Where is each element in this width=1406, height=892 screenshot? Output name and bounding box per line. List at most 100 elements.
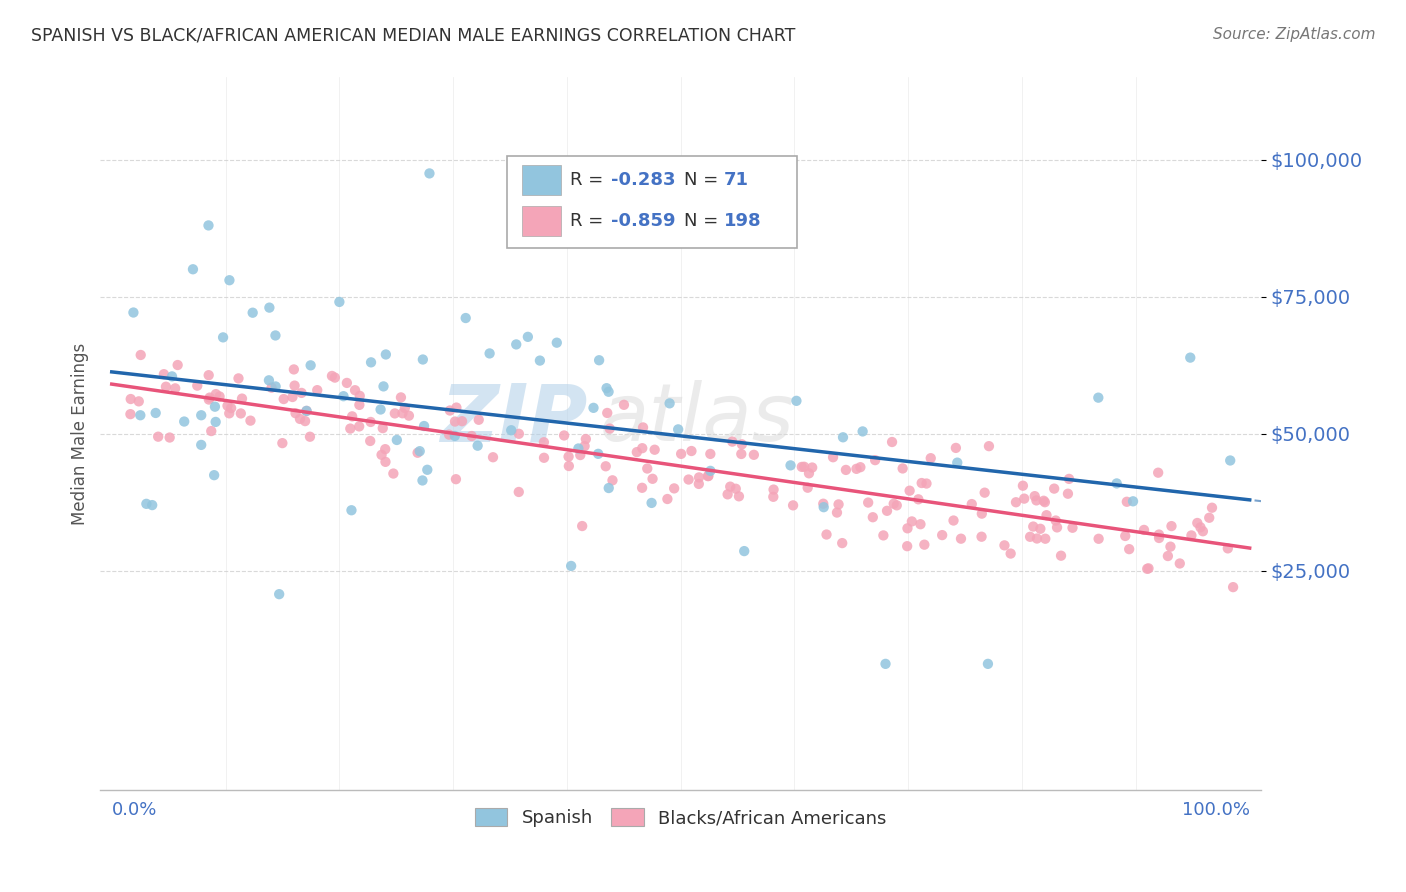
Point <box>418 166 440 180</box>
Point <box>801 460 824 475</box>
Point <box>281 390 304 404</box>
Point <box>398 409 420 423</box>
Text: -0.283: -0.283 <box>612 171 675 189</box>
Point <box>595 459 617 474</box>
Point <box>724 482 747 496</box>
Point <box>949 532 972 546</box>
Point <box>284 378 307 392</box>
Point <box>644 442 666 457</box>
Point <box>910 517 932 532</box>
Point <box>264 328 287 343</box>
Point <box>1087 391 1109 405</box>
Point <box>574 439 596 453</box>
Point <box>141 498 163 512</box>
Point <box>1045 514 1067 528</box>
Point <box>202 468 225 483</box>
Point <box>813 497 835 511</box>
Point <box>391 406 413 420</box>
Point <box>1133 523 1156 537</box>
Point <box>389 391 412 405</box>
Point <box>970 507 993 521</box>
Point <box>173 415 195 429</box>
Point <box>204 400 226 414</box>
Point <box>613 398 636 412</box>
Point <box>340 409 363 424</box>
Point <box>1115 495 1137 509</box>
Point <box>374 442 396 457</box>
Point <box>218 406 240 420</box>
Point <box>790 459 813 474</box>
Point <box>294 414 316 428</box>
Point <box>349 398 371 412</box>
Point <box>856 495 879 509</box>
Point <box>598 384 620 399</box>
Point <box>349 389 371 403</box>
Text: -0.859: -0.859 <box>612 211 675 229</box>
Point <box>571 519 593 533</box>
Point <box>762 483 785 497</box>
Point <box>588 353 610 368</box>
Point <box>373 379 395 393</box>
Point <box>478 346 501 360</box>
Point <box>821 450 844 465</box>
Point <box>145 406 167 420</box>
Point <box>796 481 818 495</box>
Point <box>970 530 993 544</box>
Point <box>186 378 208 392</box>
Point <box>575 432 598 446</box>
Point <box>339 421 361 435</box>
Point <box>546 335 568 350</box>
Point <box>1147 466 1170 480</box>
Point <box>825 506 848 520</box>
Point <box>307 383 329 397</box>
Point <box>344 383 367 397</box>
Text: 198: 198 <box>724 211 761 229</box>
Point <box>190 438 212 452</box>
Text: 100.0%: 100.0% <box>1181 801 1250 819</box>
Point <box>631 420 654 434</box>
Point <box>1005 495 1028 509</box>
Point <box>467 413 489 427</box>
Point <box>155 380 177 394</box>
Point <box>260 381 283 395</box>
Point <box>160 369 183 384</box>
Text: SPANISH VS BLACK/AFRICAN AMERICAN MEDIAN MALE EARNINGS CORRELATION CHART: SPANISH VS BLACK/AFRICAN AMERICAN MEDIAN… <box>31 27 796 45</box>
Point <box>299 359 322 373</box>
Point <box>165 381 187 395</box>
Point <box>569 448 592 462</box>
Point <box>896 539 918 553</box>
FancyBboxPatch shape <box>506 156 797 249</box>
Point <box>444 472 467 486</box>
Point <box>371 421 394 435</box>
Point <box>696 469 718 483</box>
Point <box>264 379 287 393</box>
Point <box>467 439 489 453</box>
Point <box>901 515 924 529</box>
Point <box>129 409 152 423</box>
Point <box>669 447 692 461</box>
Point <box>931 528 953 542</box>
Point <box>849 460 872 475</box>
Point <box>1159 540 1181 554</box>
Point <box>688 470 710 484</box>
Point <box>229 407 252 421</box>
Point <box>1136 562 1159 576</box>
Point <box>1057 487 1080 501</box>
Point <box>295 404 318 418</box>
Point <box>219 401 242 416</box>
Point <box>505 337 527 351</box>
Point <box>626 445 648 459</box>
Point <box>508 426 530 441</box>
Point <box>290 385 312 400</box>
Point <box>1022 519 1045 533</box>
Point <box>1033 495 1056 509</box>
Point <box>872 528 894 542</box>
Point <box>332 389 354 403</box>
Point <box>1201 500 1223 515</box>
Point <box>813 500 835 515</box>
Point <box>596 406 619 420</box>
FancyBboxPatch shape <box>522 206 561 235</box>
Point <box>444 415 467 429</box>
Point <box>446 401 468 415</box>
Point <box>413 419 436 434</box>
